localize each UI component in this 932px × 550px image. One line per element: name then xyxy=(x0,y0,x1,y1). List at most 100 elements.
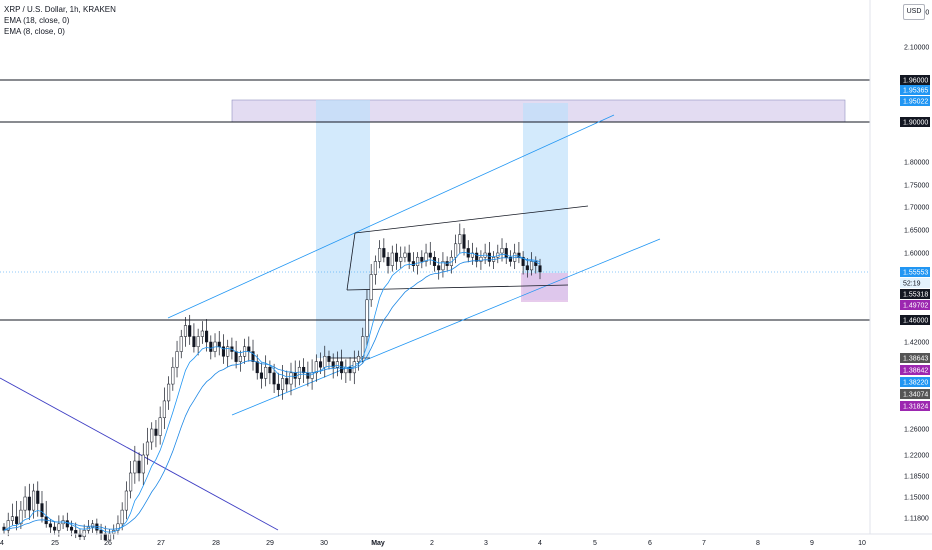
price-axis-label: 2.10000 xyxy=(904,45,929,52)
candle-body xyxy=(289,372,293,385)
price-axis-label: 1.22000 xyxy=(904,453,929,460)
symbol-title[interactable]: XRP / U.S. Dollar, 1h, KRAKEN xyxy=(4,5,116,14)
candle-body xyxy=(183,325,188,337)
candle-body xyxy=(462,234,466,249)
price-tag-box xyxy=(900,267,930,277)
candle-body xyxy=(6,520,10,531)
candle-body xyxy=(272,372,276,385)
time-axis-label: 3 xyxy=(484,540,488,547)
candle-body xyxy=(259,372,263,379)
currency-button[interactable]: USD xyxy=(903,4,925,20)
time-axis-label: 2 xyxy=(430,540,434,547)
candle-body xyxy=(171,366,175,385)
time-axis-label: 29 xyxy=(266,540,274,547)
time-axis-label: 26 xyxy=(104,540,112,547)
candle-body xyxy=(205,330,209,343)
price-tag-label: 1.38643 xyxy=(903,356,928,363)
price-tag-label: 1.96000 xyxy=(903,78,928,85)
time-axis-label: May xyxy=(371,540,385,547)
time-zone-2 xyxy=(523,103,568,300)
time-axis-label: 5 xyxy=(593,540,597,547)
candle-body xyxy=(407,252,411,262)
time-axis-label: 30 xyxy=(320,540,328,547)
price-axis-label: 1.70000 xyxy=(904,205,929,212)
price-axis-label: 1.15000 xyxy=(904,495,929,502)
price-tag-box xyxy=(900,389,930,399)
candle-body xyxy=(150,428,154,443)
price-axis-label: 1.26000 xyxy=(904,427,929,434)
candle-body xyxy=(378,248,382,262)
candle-body xyxy=(399,256,403,262)
price-tag-box xyxy=(900,289,930,299)
candle-body xyxy=(167,383,171,402)
time-axis[interactable]: 4 25 26 27 28 29 30 May 2 3 4 5 6 7 8 9 10 xyxy=(0,540,866,547)
candle-body xyxy=(454,243,458,258)
price-tags: 1.96000 1.95365 1.95022 1.90000 1.55553 1.553… xyxy=(900,75,930,411)
candle-body xyxy=(221,346,226,357)
price-axis[interactable]: 2.140002.100001.800001.750001.700001.650… xyxy=(904,10,929,523)
candle-body xyxy=(441,261,445,271)
zones-layer xyxy=(231,99,846,358)
candle-body xyxy=(420,256,424,262)
price-tag-box xyxy=(900,353,930,363)
price-tag-box xyxy=(900,117,930,127)
candle-body xyxy=(27,496,31,511)
price-axis-label: 1.60000 xyxy=(904,251,929,258)
candle-body xyxy=(196,336,200,348)
candle-body xyxy=(525,265,529,271)
candle-body xyxy=(424,252,428,262)
candle-body xyxy=(31,490,36,511)
candle-body xyxy=(53,526,57,531)
candle-body xyxy=(403,252,407,258)
candle-body xyxy=(179,336,183,352)
candle-body xyxy=(479,256,483,262)
time-axis-label: 4 xyxy=(538,540,542,547)
candle-body xyxy=(487,252,491,262)
time-zone-1 xyxy=(316,100,370,358)
candle-body xyxy=(475,252,479,262)
candle-body xyxy=(145,441,150,456)
price-tag-box xyxy=(900,315,930,325)
channel-upper-line xyxy=(167,114,615,319)
candle-body xyxy=(10,516,14,521)
time-axis-label: 10 xyxy=(858,540,866,547)
drawings-layer xyxy=(0,79,870,531)
candle-body xyxy=(192,336,196,348)
candle-body xyxy=(411,261,415,266)
candle-body xyxy=(133,460,137,474)
candle-body xyxy=(538,265,542,273)
candle-body xyxy=(416,256,420,266)
candle-body xyxy=(500,248,504,254)
chart-legend: XRP / U.S. Dollar, 1h, KRAKEN EMA (18, c… xyxy=(4,4,116,37)
candle-body xyxy=(530,261,534,271)
price-tag-label: 1.55553 xyxy=(903,270,928,277)
price-tag-label: 1.95365 xyxy=(903,88,928,95)
candle-body xyxy=(226,346,230,357)
candle-body xyxy=(251,351,255,362)
price-tag-label: 1.38220 xyxy=(903,380,928,387)
candle-body xyxy=(327,356,331,362)
price-tag-label: 1.55318 xyxy=(903,292,928,299)
candle-body xyxy=(234,351,238,362)
candle-body xyxy=(141,454,145,474)
price-tag-label: 1.49702 xyxy=(903,303,928,310)
time-axis-label: 7 xyxy=(702,540,706,547)
candle-body xyxy=(314,361,318,374)
flag-left-edge xyxy=(346,232,356,291)
countdown-label: 52:19 xyxy=(903,281,921,288)
candle-body xyxy=(23,496,27,511)
candle-body xyxy=(99,530,103,534)
time-axis-label: 8 xyxy=(756,540,760,547)
price-axis-label: 1.18500 xyxy=(904,474,929,481)
ema-18-label[interactable]: EMA (18, close, 0) xyxy=(4,16,70,25)
candle-body xyxy=(95,523,99,531)
price-axis-label: 1.11800 xyxy=(904,516,929,523)
candle-body xyxy=(209,341,213,352)
candle-body xyxy=(19,509,23,525)
ema-8-line xyxy=(3,251,541,533)
ema-8-label[interactable]: EMA (8, close, 0) xyxy=(4,27,65,36)
candle-body xyxy=(264,366,268,379)
candle-body xyxy=(356,356,361,362)
